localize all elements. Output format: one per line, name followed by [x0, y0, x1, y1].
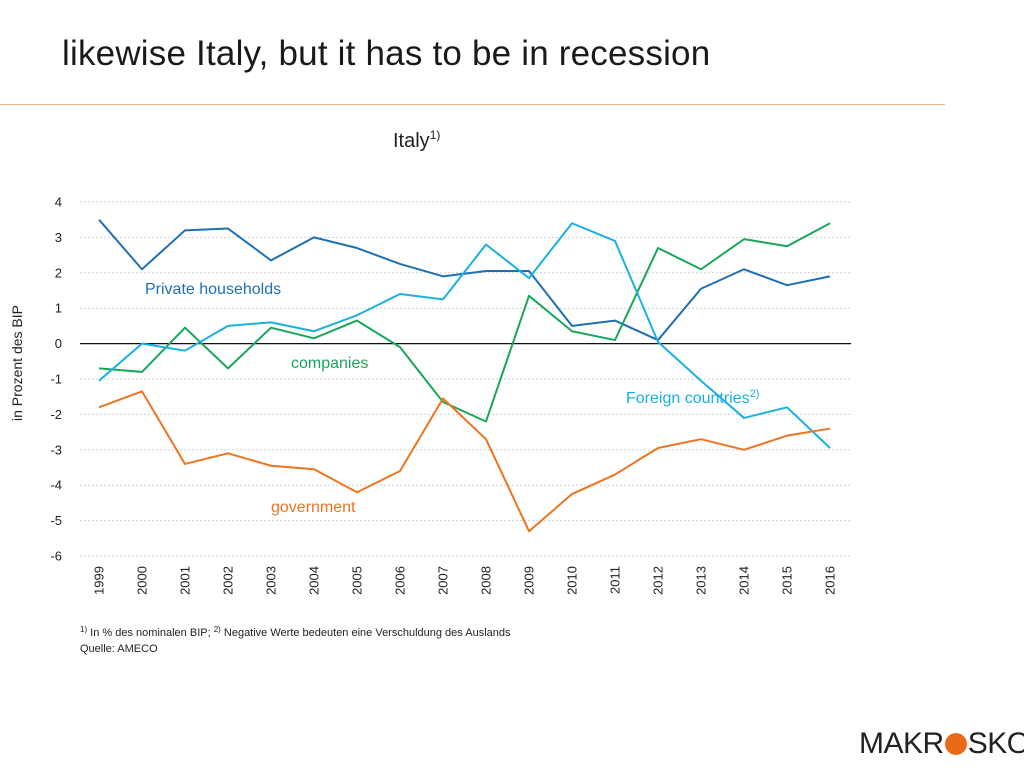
footnote-line-1: 1) In % des nominalen BIP; 2) Negative W…	[80, 622, 511, 641]
x-tick-label: 2005	[350, 566, 365, 595]
x-tick-label: 2012	[651, 566, 666, 595]
x-tick-label: 2009	[522, 566, 537, 595]
x-tick-label: 2004	[307, 566, 322, 595]
series-label-government: government	[271, 499, 356, 516]
x-tick-label: 2011	[608, 566, 623, 594]
x-tick-label: 2014	[737, 566, 752, 595]
series-line-private-households	[98, 219, 831, 342]
y-tick-label: 4	[55, 195, 62, 210]
y-tick-label: -1	[50, 372, 62, 387]
title-divider	[0, 104, 945, 105]
footnote-mark-2: 2)	[213, 625, 221, 634]
y-tick-label: 0	[55, 336, 62, 351]
y-tick-label: -3	[50, 442, 62, 457]
series-label-foreign-countries: Foreign countries2)	[626, 388, 759, 407]
chart-title: Italy1)	[393, 128, 440, 153]
x-tick-label: 2000	[135, 566, 150, 595]
footnote-text-2: Negative Werte bedeuten eine Verschuldun…	[220, 627, 511, 639]
y-tick-label: 3	[55, 230, 62, 245]
series-line-foreign-countries	[98, 222, 831, 449]
x-tick-label: 2010	[565, 566, 580, 595]
series-line-companies	[98, 222, 831, 423]
y-tick-label: 2	[55, 265, 62, 280]
x-tick-label: 2016	[823, 566, 838, 595]
y-tick-label: -2	[50, 407, 62, 422]
chart-title-footnote-mark: 1)	[429, 128, 441, 142]
series-line-government	[98, 390, 831, 533]
x-tick-label: 2006	[393, 566, 408, 595]
y-tick-label: -6	[50, 549, 62, 564]
x-tick-label: 2013	[694, 566, 709, 595]
x-tick-label: 2008	[479, 566, 494, 595]
x-tick-label: 2007	[436, 566, 451, 595]
y-tick-labels: 4 3 2 1 0 -1 -2 -3 -4 -5 -6	[50, 195, 62, 564]
y-tick-label: -4	[50, 478, 62, 493]
x-tick-labels: 1999 2000 2001 2002 2003 2004 2005 2006 2007 2008…	[92, 566, 838, 595]
chart-title-text: Italy	[393, 130, 430, 152]
logo-dot-icon	[944, 733, 967, 755]
series-label-companies: companies	[291, 355, 368, 372]
logo-text-right: SKOP	[967, 727, 1024, 760]
series-label-private-households: Private households	[145, 281, 281, 298]
series-lines	[98, 219, 831, 533]
slide-title: likewise Italy, but it has to be in rece…	[62, 34, 711, 73]
footnote-mark-1: 1)	[80, 625, 88, 634]
logo-text-left: MAKR	[859, 727, 944, 760]
footnote: 1) In % des nominalen BIP; 2) Negative W…	[80, 622, 511, 657]
footnote-text-1: In % des nominalen BIP;	[87, 627, 214, 639]
footnote-source: Quelle: AMECO	[80, 643, 158, 655]
series-labels: Private households companies Foreign count…	[145, 281, 759, 516]
x-tick-label: 2015	[780, 566, 795, 595]
grid-lines	[80, 201, 851, 557]
x-tick-label: 1999	[92, 566, 107, 595]
y-tick-label: 1	[55, 301, 62, 316]
x-tick-label: 2003	[264, 566, 279, 595]
x-tick-label: 2002	[221, 566, 236, 595]
x-tick-label: 2001	[178, 566, 193, 595]
makroskop-logo: MAKR SKOP	[859, 727, 1024, 761]
y-tick-label: -5	[50, 513, 62, 528]
